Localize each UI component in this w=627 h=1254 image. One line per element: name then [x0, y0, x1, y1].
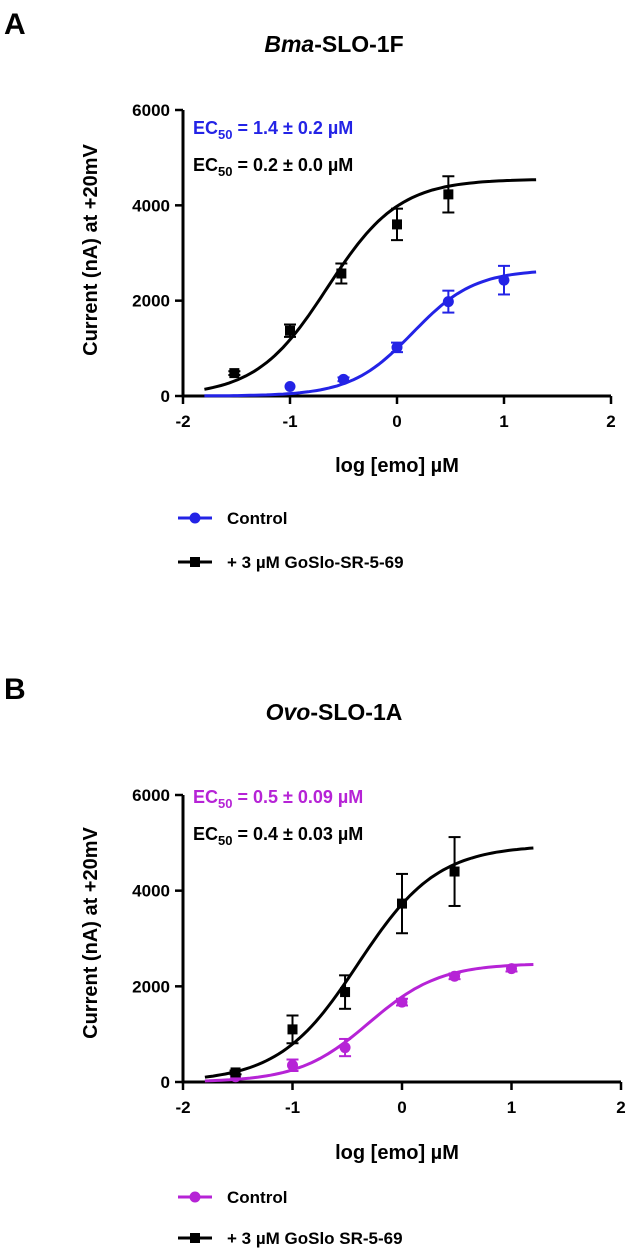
- x-tick-label: -2: [175, 412, 190, 431]
- data-point-goslo: [397, 898, 407, 909]
- x-tick-label: 0: [397, 1098, 406, 1117]
- legend-marker-goslo-a: [190, 557, 200, 567]
- legend-marker-control-a: [189, 512, 201, 524]
- ec50-annotation: EC50 = 1.4 ± 0.2 µM: [193, 118, 353, 142]
- data-point-control: [284, 380, 296, 392]
- y-tick-label: 0: [161, 387, 170, 406]
- ec50-annotation: EC50 = 0.5 ± 0.09 µM: [193, 787, 363, 811]
- y-tick-label: 0: [161, 1073, 170, 1092]
- panel-letter-a: A: [4, 8, 26, 41]
- data-point-goslo: [340, 987, 351, 998]
- fit-curve-goslo: [204, 178, 537, 391]
- data-point-goslo: [230, 1067, 241, 1078]
- legend-label-control-a: Control: [227, 509, 287, 528]
- fit-curve-control: [204, 963, 534, 1083]
- x-tick-label: -1: [282, 412, 297, 431]
- title-rest-a: -SLO-1F: [314, 31, 403, 57]
- data-point-control: [339, 1042, 351, 1054]
- data-point-control: [506, 963, 517, 975]
- legend-marker-goslo-b: [190, 1233, 200, 1243]
- y-axis-label-a: Current (nA) at +20mV: [80, 143, 102, 355]
- x-tick-label: 2: [616, 1098, 625, 1117]
- y-tick-label: 6000: [132, 786, 170, 805]
- x-tick-label: 1: [499, 412, 508, 431]
- ec50-annotation: EC50 = 0.2 ± 0.0 µM: [193, 155, 353, 179]
- x-tick-label: 2: [606, 412, 615, 431]
- data-point-control: [449, 970, 461, 982]
- x-tick-label: 0: [392, 412, 401, 431]
- panel-letter-b: B: [4, 673, 26, 706]
- data-point-goslo: [229, 368, 240, 379]
- legend-item-control-b: Control: [178, 1188, 287, 1207]
- legend-item-goslo-a: + 3 µM GoSlo-SR-5-69: [178, 553, 404, 572]
- title-italic-a: Bma: [264, 31, 314, 57]
- data-point-goslo: [285, 325, 295, 336]
- data-point-goslo: [392, 219, 402, 230]
- y-tick-label: 4000: [132, 196, 170, 215]
- fit-curve-goslo: [204, 846, 534, 1079]
- data-point-control: [287, 1059, 298, 1071]
- legend-label-goslo-b: + 3 µM GoSlo SR-5-69: [227, 1229, 403, 1248]
- x-tick-label: 1: [507, 1098, 516, 1117]
- title-rest-b: -SLO-1A: [310, 699, 402, 725]
- data-point-goslo: [336, 268, 347, 279]
- plot-area-b: -2 -1 0 1 2 0 2000 4000 6000 EC50 = 0.5 ± 0.09 µM…: [132, 786, 626, 1117]
- panel-a: A Bma-SLO-1F Current (nA) at +20mV log […: [4, 8, 616, 572]
- chart-title-b: Ovo-SLO-1A: [266, 699, 403, 725]
- data-point-control: [498, 274, 510, 286]
- legend-a: Control + 3 µM GoSlo-SR-5-69: [178, 509, 404, 572]
- y-tick-label: 2000: [132, 292, 170, 311]
- panel-b: B Ovo-SLO-1A Current (nA) at +20mV log […: [4, 673, 626, 1248]
- ec50-annotation: EC50 = 0.4 ± 0.03 µM: [193, 824, 363, 848]
- title-italic-b: Ovo: [266, 699, 311, 725]
- legend-item-control-a: Control: [178, 509, 287, 528]
- y-tick-label: 4000: [132, 882, 170, 901]
- fit-curve-control: [204, 270, 537, 398]
- legend-label-goslo-a: + 3 µM GoSlo-SR-5-69: [227, 553, 404, 572]
- x-axis-label-a: log [emo] µM: [335, 455, 459, 477]
- data-point-control: [391, 341, 403, 353]
- data-point-control: [442, 296, 454, 308]
- data-point-goslo: [449, 866, 460, 877]
- data-point-goslo: [287, 1024, 298, 1035]
- data-point-control: [396, 996, 408, 1008]
- chart-title-a: Bma-SLO-1F: [264, 31, 403, 57]
- data-point-control: [338, 373, 349, 385]
- plot-area-a: -2 -1 0 1 2 0 2000 4000 6000 EC50 = 1.4 ± 0.2 µM E…: [132, 101, 616, 431]
- data-point-goslo: [443, 189, 454, 200]
- x-tick-label: -1: [285, 1098, 300, 1117]
- legend-item-goslo-b: + 3 µM GoSlo SR-5-69: [178, 1229, 403, 1248]
- legend-marker-control-b: [189, 1191, 201, 1203]
- legend-label-control-b: Control: [227, 1188, 287, 1207]
- y-axis-label-b: Current (nA) at +20mV: [80, 826, 102, 1038]
- y-tick-label: 6000: [132, 101, 170, 120]
- y-tick-label: 2000: [132, 977, 170, 996]
- x-tick-label: -2: [175, 1098, 190, 1117]
- x-axis-label-b: log [emo] µM: [335, 1142, 459, 1164]
- legend-b: Control + 3 µM GoSlo SR-5-69: [178, 1188, 403, 1248]
